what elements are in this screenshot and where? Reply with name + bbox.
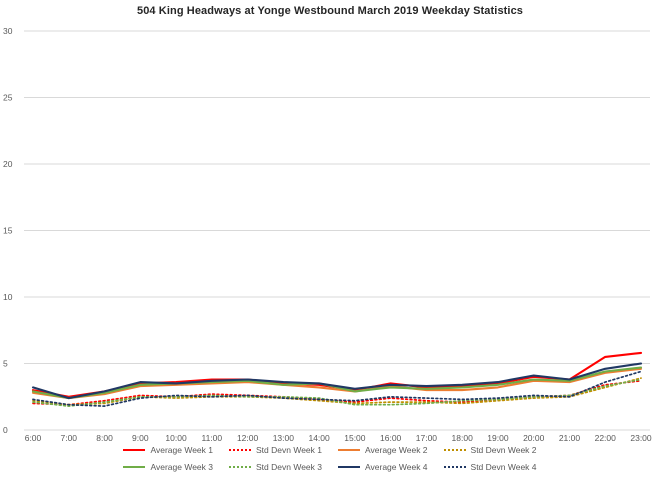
x-axis-tick-label: 14:00	[308, 433, 330, 443]
x-axis-tick-label: 7:00	[60, 433, 77, 443]
x-axis-tick-label: 9:00	[132, 433, 149, 443]
chart-title: 504 King Headways at Yonge Westbound Mar…	[136, 5, 524, 17]
x-axis-tick-label: 21:00	[559, 433, 581, 443]
legend-item-average-week-1: Average Week 1	[123, 445, 213, 455]
legend-item-std-devn-week-1: Std Devn Week 1	[229, 445, 322, 455]
line-swatch-dotted-red	[229, 449, 251, 451]
series-line-std-devn-week-3	[32, 378, 642, 407]
legend-label: Std Devn Week 1	[256, 445, 322, 455]
legend-item-average-week-2: Average Week 2	[338, 445, 428, 455]
x-axis-tick-label: 20:00	[523, 433, 545, 443]
legend-label: Average Week 2	[365, 445, 428, 455]
x-axis-tick-label: 8:00	[96, 433, 113, 443]
legend-item-average-week-3: Average Week 3	[123, 462, 213, 472]
line-swatch-dotted-green	[229, 466, 251, 468]
series-line-std-devn-week-4	[32, 370, 642, 407]
legend-label: Average Week 3	[150, 462, 213, 472]
x-axis-tick-label: 16:00	[380, 433, 402, 443]
line-swatch-dotted-olive	[443, 449, 466, 451]
x-axis-tick-label: 13:00	[273, 433, 295, 443]
legend-label: Average Week 1	[150, 445, 213, 455]
line-swatch-solid-orange	[338, 449, 360, 451]
series-line-average-week-4	[31, 362, 643, 400]
x-axis-tick-label: 18:00	[452, 433, 474, 443]
series-line-average-week-3	[31, 366, 643, 400]
y-axis-tick-label: 0	[3, 425, 8, 435]
chart-legend: Average Week 1 Std Devn Week 1 Average W…	[0, 443, 660, 474]
y-axis-tick-label: 10	[3, 292, 13, 302]
y-axis-tick-label: 30	[3, 26, 13, 36]
legend-label: Std Devn Week 4	[470, 462, 537, 472]
legend-item-average-week-4: Average Week 4	[338, 462, 428, 472]
y-axis-tick-label: 15	[3, 226, 13, 236]
x-axis-tick-label: 15:00	[344, 433, 366, 443]
line-swatch-dotted-navy	[443, 466, 466, 468]
legend-row-1: Average Week 1 Std Devn Week 1 Average W…	[0, 443, 660, 457]
y-axis-tick-label: 20	[3, 159, 13, 169]
legend-item-std-devn-week-3: Std Devn Week 3	[229, 462, 322, 472]
x-axis-tick-label: 11:00	[202, 433, 223, 443]
x-axis-tick-label: 22:00	[595, 433, 617, 443]
legend-row-2: Average Week 3 Std Devn Week 3 Average W…	[0, 460, 660, 474]
legend-label: Average Week 4	[365, 462, 428, 472]
x-axis-tick-label: 17:00	[416, 433, 438, 443]
series-line-average-week-2	[31, 367, 643, 400]
legend-item-std-devn-week-4: Std Devn Week 4	[443, 462, 537, 472]
line-swatch-solid-navy	[338, 466, 360, 468]
legend-item-std-devn-week-2: Std Devn Week 2	[443, 445, 537, 455]
y-axis-tick-label: 25	[3, 93, 13, 103]
x-axis-tick-label: 12:00	[237, 433, 259, 443]
line-swatch-solid-green	[123, 466, 146, 468]
y-axis-tick-label: 5	[3, 359, 8, 369]
x-axis-tick-label: 10:00	[165, 433, 187, 443]
legend-label: Std Devn Week 2	[470, 445, 537, 455]
x-axis-tick-label: 23:00	[630, 433, 652, 443]
x-axis-tick-label: 6:00	[25, 433, 42, 443]
x-axis-tick-label: 19:00	[487, 433, 509, 443]
line-swatch-solid-red	[123, 449, 146, 451]
legend-label: Std Devn Week 3	[256, 462, 322, 472]
